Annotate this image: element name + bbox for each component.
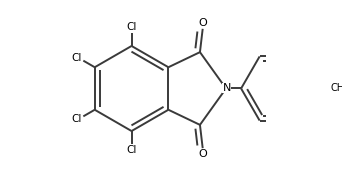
Text: Cl: Cl <box>71 114 82 124</box>
Text: Cl: Cl <box>71 53 82 63</box>
Text: N: N <box>222 84 231 93</box>
Text: CH₃: CH₃ <box>331 84 342 93</box>
Text: O: O <box>198 18 207 28</box>
Text: Cl: Cl <box>127 22 137 32</box>
Text: O: O <box>198 149 207 159</box>
Text: Cl: Cl <box>127 145 137 155</box>
